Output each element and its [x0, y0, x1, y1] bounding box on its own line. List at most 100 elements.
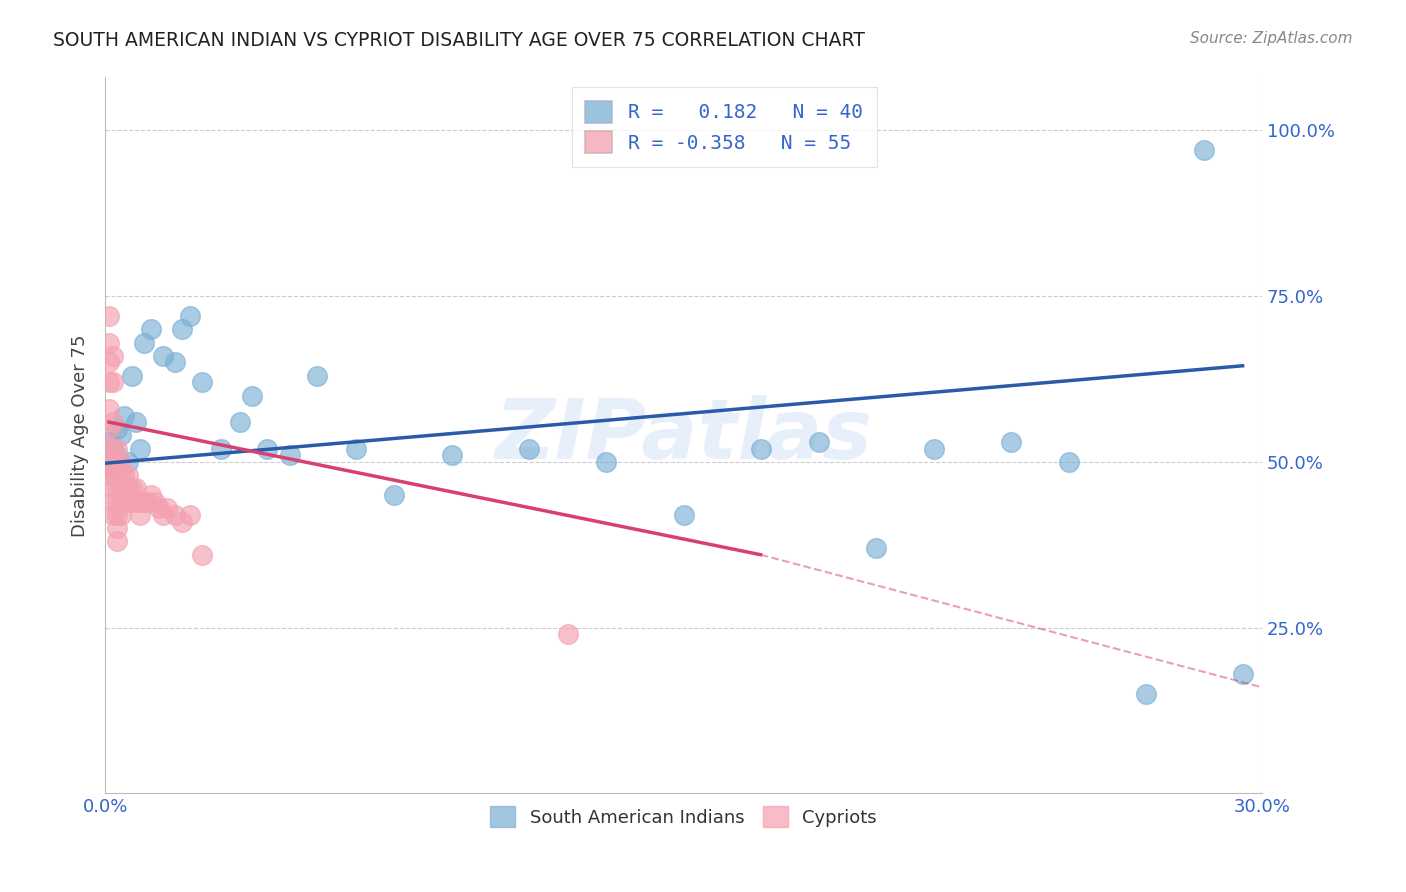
Point [125, 415, 148, 429]
Point [110, 494, 132, 508]
Point [105, 508, 128, 522]
Point [1192, 144, 1215, 158]
Point [172, 322, 194, 336]
Point [307, 368, 329, 383]
Point [98, 376, 121, 390]
Point [256, 442, 278, 456]
Point [98, 309, 121, 323]
Point [129, 494, 152, 508]
Point [240, 389, 263, 403]
Point [98, 435, 121, 450]
Point [190, 548, 212, 562]
Point [441, 448, 464, 462]
Point [1057, 455, 1080, 469]
Point [209, 442, 232, 456]
Point [98, 455, 121, 469]
Point [101, 442, 124, 456]
Legend: South American Indians, Cypriots: South American Indians, Cypriots [482, 799, 884, 834]
Point [101, 349, 124, 363]
Point [384, 488, 406, 502]
Point [129, 508, 152, 522]
Point [143, 494, 166, 508]
Point [125, 482, 148, 496]
Text: SOUTH AMERICAN INDIAN VS CYPRIOT DISABILITY AGE OVER 75 CORRELATION CHART: SOUTH AMERICAN INDIAN VS CYPRIOT DISABIL… [53, 31, 865, 50]
Point [229, 415, 252, 429]
Point [101, 461, 124, 475]
Point [865, 541, 887, 555]
Point [117, 455, 139, 469]
Point [672, 508, 695, 522]
Point [98, 455, 121, 469]
Point [105, 494, 128, 508]
Point [121, 494, 143, 508]
Point [117, 482, 139, 496]
Point [163, 508, 186, 522]
Point [114, 494, 136, 508]
Point [105, 534, 128, 549]
Point [129, 442, 152, 456]
Point [98, 422, 121, 436]
Point [557, 627, 579, 641]
Point [172, 515, 194, 529]
Point [1000, 435, 1022, 450]
Point [110, 455, 132, 469]
Point [105, 521, 128, 535]
Point [101, 442, 124, 456]
Point [101, 415, 124, 429]
Point [152, 349, 174, 363]
Point [749, 442, 772, 456]
Point [179, 508, 201, 522]
Text: ZIPatlas: ZIPatlas [495, 395, 873, 476]
Point [344, 442, 367, 456]
Point [152, 508, 174, 522]
Point [114, 482, 136, 496]
Point [121, 368, 143, 383]
Text: Source: ZipAtlas.com: Source: ZipAtlas.com [1189, 31, 1353, 46]
Point [101, 482, 124, 496]
Point [98, 442, 121, 456]
Point [156, 501, 179, 516]
Point [110, 482, 132, 496]
Point [105, 482, 128, 496]
Point [179, 309, 201, 323]
Point [125, 494, 148, 508]
Point [517, 442, 540, 456]
Point [98, 401, 121, 416]
Point [114, 409, 136, 423]
Point [141, 488, 163, 502]
Point [110, 428, 132, 442]
Point [117, 468, 139, 483]
Point [105, 448, 128, 462]
Point [163, 355, 186, 369]
Point [595, 455, 617, 469]
Point [98, 468, 121, 483]
Point [105, 422, 128, 436]
Point [1232, 667, 1254, 681]
Point [148, 501, 170, 516]
Point [98, 355, 121, 369]
Point [1135, 687, 1157, 701]
Point [98, 335, 121, 350]
Point [278, 448, 301, 462]
Point [121, 482, 143, 496]
Point [101, 508, 124, 522]
Point [141, 322, 163, 336]
Point [807, 435, 830, 450]
Point [136, 494, 159, 508]
Point [101, 468, 124, 483]
Point [105, 442, 128, 456]
Point [105, 468, 128, 483]
Point [101, 455, 124, 469]
Point [190, 376, 212, 390]
Point [922, 442, 945, 456]
Point [132, 494, 155, 508]
Point [132, 335, 155, 350]
Point [101, 494, 124, 508]
Y-axis label: Disability Age Over 75: Disability Age Over 75 [72, 334, 89, 537]
Point [110, 508, 132, 522]
Point [110, 468, 132, 483]
Point [114, 468, 136, 483]
Point [101, 376, 124, 390]
Point [105, 455, 128, 469]
Point [117, 494, 139, 508]
